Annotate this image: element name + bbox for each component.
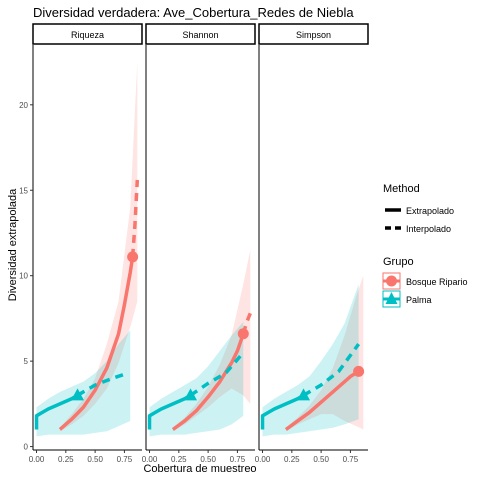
x-axis-title: Cobertura de muestreo [143, 463, 256, 475]
strip-label: Riqueza [71, 30, 104, 40]
legend-method-label: Extrapolado [406, 206, 454, 216]
confidence-band [262, 284, 359, 437]
legend-method-label: Interpolado [406, 224, 451, 234]
panel-shannon: Shannon 0.00 0.25 0.50 0.75 [142, 23, 256, 464]
x-tick-label: 0.75 [117, 455, 133, 464]
legend-method-title: Method [383, 183, 420, 195]
series-line-interpolado [76, 371, 129, 397]
series-line-extrapolado [260, 393, 305, 430]
x-tick-label: 0.50 [200, 455, 216, 464]
x-tick-label: 0.75 [343, 455, 359, 464]
x-tick-label: 0.50 [313, 455, 329, 464]
confidence-band [172, 250, 251, 432]
x-tick-label: 0.75 [230, 455, 246, 464]
strip-box [32, 23, 143, 45]
reference-point [353, 365, 365, 377]
confidence-band [36, 330, 131, 437]
x-tick-label: 0.00 [142, 455, 158, 464]
legend: Method Grupo Extrapolado Interpolado Bosqu… [382, 183, 468, 308]
legend-triangle-marker [385, 292, 398, 304]
series-line-interpolado [130, 179, 140, 258]
x-tick-label: 0.50 [87, 455, 103, 464]
strip-box [258, 23, 369, 45]
legend-group-label: Palma [406, 295, 432, 305]
y-tick-label: 15 [19, 186, 28, 195]
x-tick-label: 0.25 [171, 455, 187, 464]
series-line-extrapolado [34, 393, 79, 430]
reference-point [237, 328, 249, 340]
series-line-extrapolado [147, 393, 192, 430]
facet-panels: Riqueza 0.00 0.25 0.50 0.75 Shannon 0.00 0.25 0.… [29, 23, 369, 464]
x-tick-label: 0.00 [29, 455, 45, 464]
x-tick-label: 0.25 [58, 455, 74, 464]
reference-point [127, 251, 139, 263]
legend-group-label: Bosque Ripario [406, 277, 468, 287]
strip-label: Shannon [182, 30, 218, 40]
panel-simpson: Simpson 0.00 0.25 0.50 0.75 [255, 23, 369, 464]
series-line-extrapolado [284, 369, 360, 431]
reference-point [297, 388, 311, 401]
reference-point [184, 388, 198, 401]
series-line-extrapolado [171, 333, 245, 431]
panel-riqueza: Riqueza 0.00 0.25 0.50 0.75 [29, 23, 143, 464]
y-tick-label: 20 [19, 101, 28, 110]
chart-title: Diversidad verdadera: Ave_Cobertura_Rede… [33, 5, 354, 20]
x-tick-label: 0.25 [284, 455, 300, 464]
strip-label: Simpson [296, 30, 331, 40]
y-tick-label: 10 [19, 272, 28, 281]
series-line-extrapolado [58, 256, 135, 431]
strip-box [145, 23, 256, 45]
y-axis-title: Diversidad extrapolada [7, 188, 19, 301]
y-tick-label: 5 [24, 357, 29, 366]
series-line-interpolado [302, 343, 361, 397]
x-tick-label: 0.00 [255, 455, 271, 464]
legend-circle-marker [386, 275, 397, 287]
legend-group-title: Grupo [383, 256, 414, 268]
reference-point [71, 388, 85, 401]
series-line-interpolado [189, 351, 245, 397]
y-axis: 0 5 10 15 20 [19, 101, 33, 452]
confidence-band [149, 321, 244, 437]
confidence-band [285, 275, 364, 432]
y-tick-label: 0 [24, 443, 29, 452]
